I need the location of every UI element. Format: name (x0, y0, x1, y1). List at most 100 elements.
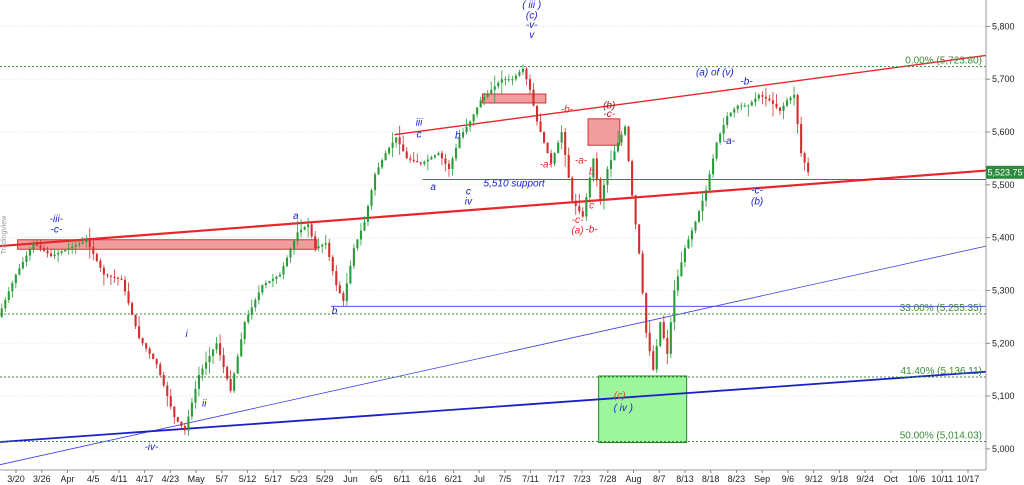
candle-body (395, 137, 398, 143)
candle-body (631, 161, 634, 196)
wave-label: -b- (740, 76, 753, 87)
x-tick-label: 4/5 (87, 474, 100, 484)
candle-body (662, 322, 665, 338)
x-tick-label: 5/17 (265, 474, 283, 484)
candle-body (180, 421, 183, 426)
x-tick-label: 4/17 (136, 474, 154, 484)
candle-body (638, 224, 641, 254)
candle-body (416, 161, 419, 163)
candle-body (363, 221, 366, 231)
candle-body (35, 242, 39, 246)
x-tick-label: Jun (343, 474, 358, 484)
y-tick-label: 5,200 (992, 338, 1015, 348)
y-tick-label: 5,300 (992, 285, 1015, 295)
x-tick-label: 9/24 (856, 474, 874, 484)
candle-body (715, 142, 718, 159)
candle-body (257, 292, 260, 300)
candle-body (419, 162, 422, 164)
candle-body (134, 314, 137, 327)
candle-body (627, 126, 630, 162)
candle-body (377, 167, 380, 175)
y-tick-label: 5,800 (992, 21, 1015, 31)
candle-body (152, 353, 155, 360)
wave-label: ( iii ) (522, 0, 541, 11)
candle-body (233, 373, 236, 391)
x-tick-label: May (188, 474, 206, 484)
candle-body (469, 121, 472, 127)
candle-body (366, 205, 370, 222)
y-tick-label: 5,000 (992, 444, 1015, 454)
candle-body (285, 257, 289, 267)
candle-body (405, 151, 408, 159)
candle-body (0, 308, 3, 317)
candle-body (28, 249, 31, 256)
fib-level-label: 41.40% (5,136.11) (900, 366, 982, 377)
candle-body (42, 248, 46, 251)
candle-body (634, 195, 637, 225)
wave-label: -v- (526, 20, 538, 31)
x-tick-label: 9/6 (782, 474, 795, 484)
candle-body (229, 378, 232, 391)
candle-body (666, 337, 669, 354)
candle-body (641, 253, 644, 294)
candle-body (761, 95, 764, 97)
candle-body (264, 283, 267, 286)
x-tick-label: 8/13 (676, 474, 694, 484)
candle-body (81, 241, 84, 244)
wave-label: -a- (540, 159, 553, 170)
candle-body (740, 105, 743, 107)
wave-label: i (186, 329, 189, 340)
candle-body (525, 68, 528, 80)
wave-label: -c- (751, 185, 763, 196)
candle-body (4, 299, 7, 309)
wave-label: (b) (603, 100, 615, 111)
candle-body (500, 79, 503, 83)
candle-body (236, 356, 239, 374)
candle-body (543, 132, 546, 143)
x-tick-label: 9/18 (831, 474, 849, 484)
candle-body (25, 255, 28, 262)
candle-body (490, 89, 493, 94)
candle-body (659, 322, 662, 346)
candle-body (373, 174, 377, 191)
candle-body (472, 114, 475, 122)
candle-body (722, 124, 725, 134)
candle-body (391, 142, 394, 148)
candle-body (95, 254, 98, 261)
x-tick-label: 7/23 (573, 474, 591, 484)
candle-body (106, 274, 109, 276)
candle-body (645, 293, 648, 333)
y-axis[interactable]: 5,000 5,100 5,200 5,300 5,400 5,500 5,600 5,700… (986, 21, 1015, 454)
x-tick-label: 10/6 (908, 474, 926, 484)
candle-body (807, 162, 810, 173)
candle-body (750, 102, 753, 106)
candle-body (550, 153, 553, 164)
red-trendline (0, 169, 987, 248)
candle-body (85, 240, 88, 242)
candle-body (18, 268, 21, 275)
candle-body (785, 100, 789, 106)
candle-body (352, 248, 355, 266)
x-axis[interactable]: 3/20 3/26 Apr 4/5 4/11 4/17 4/23 May 5/7 5/12 5/17… (7, 470, 979, 484)
candle-body (321, 244, 324, 247)
x-tick-label: 7/28 (599, 474, 617, 484)
x-tick-label: 7/11 (522, 474, 539, 484)
candle-body (719, 133, 722, 143)
candle-body (222, 355, 225, 368)
candle-body (211, 349, 215, 356)
candle-body (50, 253, 53, 257)
candle-body (796, 95, 799, 125)
candle-body (546, 142, 549, 154)
lower-blue-trendline (0, 370, 987, 443)
x-tick-label: 5/29 (316, 474, 334, 484)
wave-label: iii (416, 118, 423, 129)
x-tick-label: 5/23 (290, 474, 308, 484)
candle-body (655, 345, 658, 370)
candle-body (250, 307, 253, 315)
candle-body (458, 137, 461, 148)
candle-body (430, 157, 433, 160)
candle-body (680, 262, 683, 277)
candle-body (521, 68, 524, 73)
x-tick-label: 6/16 (419, 474, 437, 484)
wave-label: (c) (526, 10, 538, 21)
